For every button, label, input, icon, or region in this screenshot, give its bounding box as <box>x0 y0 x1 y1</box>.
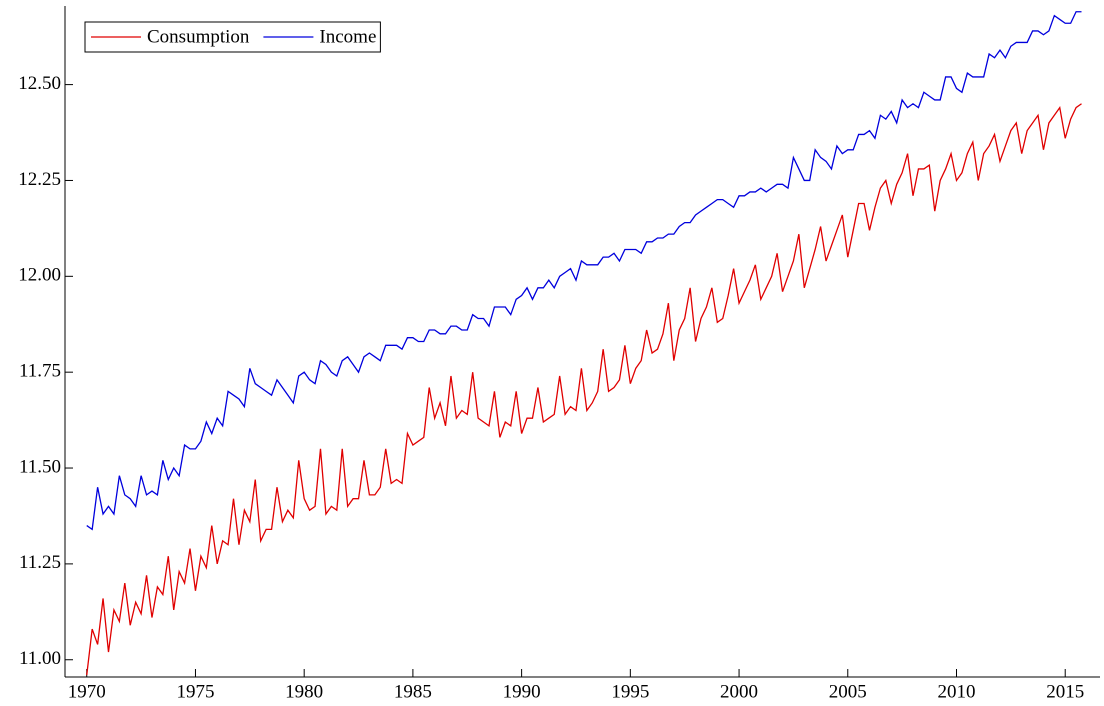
legend-label: Income <box>319 26 376 47</box>
x-tick-label: 2015 <box>1046 681 1084 702</box>
series-line <box>86 11 1082 531</box>
x-tick-label: 2000 <box>720 681 758 702</box>
x-tick-label: 1975 <box>176 681 214 702</box>
x-tick-label: 1985 <box>394 681 432 702</box>
x-tick-label: 2005 <box>829 681 867 702</box>
y-tick-label: 11.00 <box>19 648 61 669</box>
y-tick-label: 11.25 <box>19 552 61 573</box>
legend-label: Consumption <box>147 26 250 47</box>
x-tick-label: 1970 <box>68 681 106 702</box>
x-tick-label: 2010 <box>937 681 975 702</box>
x-tick-label: 1990 <box>503 681 541 702</box>
series-line <box>86 103 1082 676</box>
y-tick-label: 12.25 <box>18 169 61 190</box>
x-tick-label: 1995 <box>611 681 649 702</box>
y-tick-label: 12.00 <box>18 265 61 286</box>
y-tick-label: 11.75 <box>19 361 61 382</box>
x-tick-label: 1980 <box>285 681 323 702</box>
y-tick-label: 11.50 <box>19 456 61 477</box>
y-tick-label: 12.50 <box>18 73 61 94</box>
